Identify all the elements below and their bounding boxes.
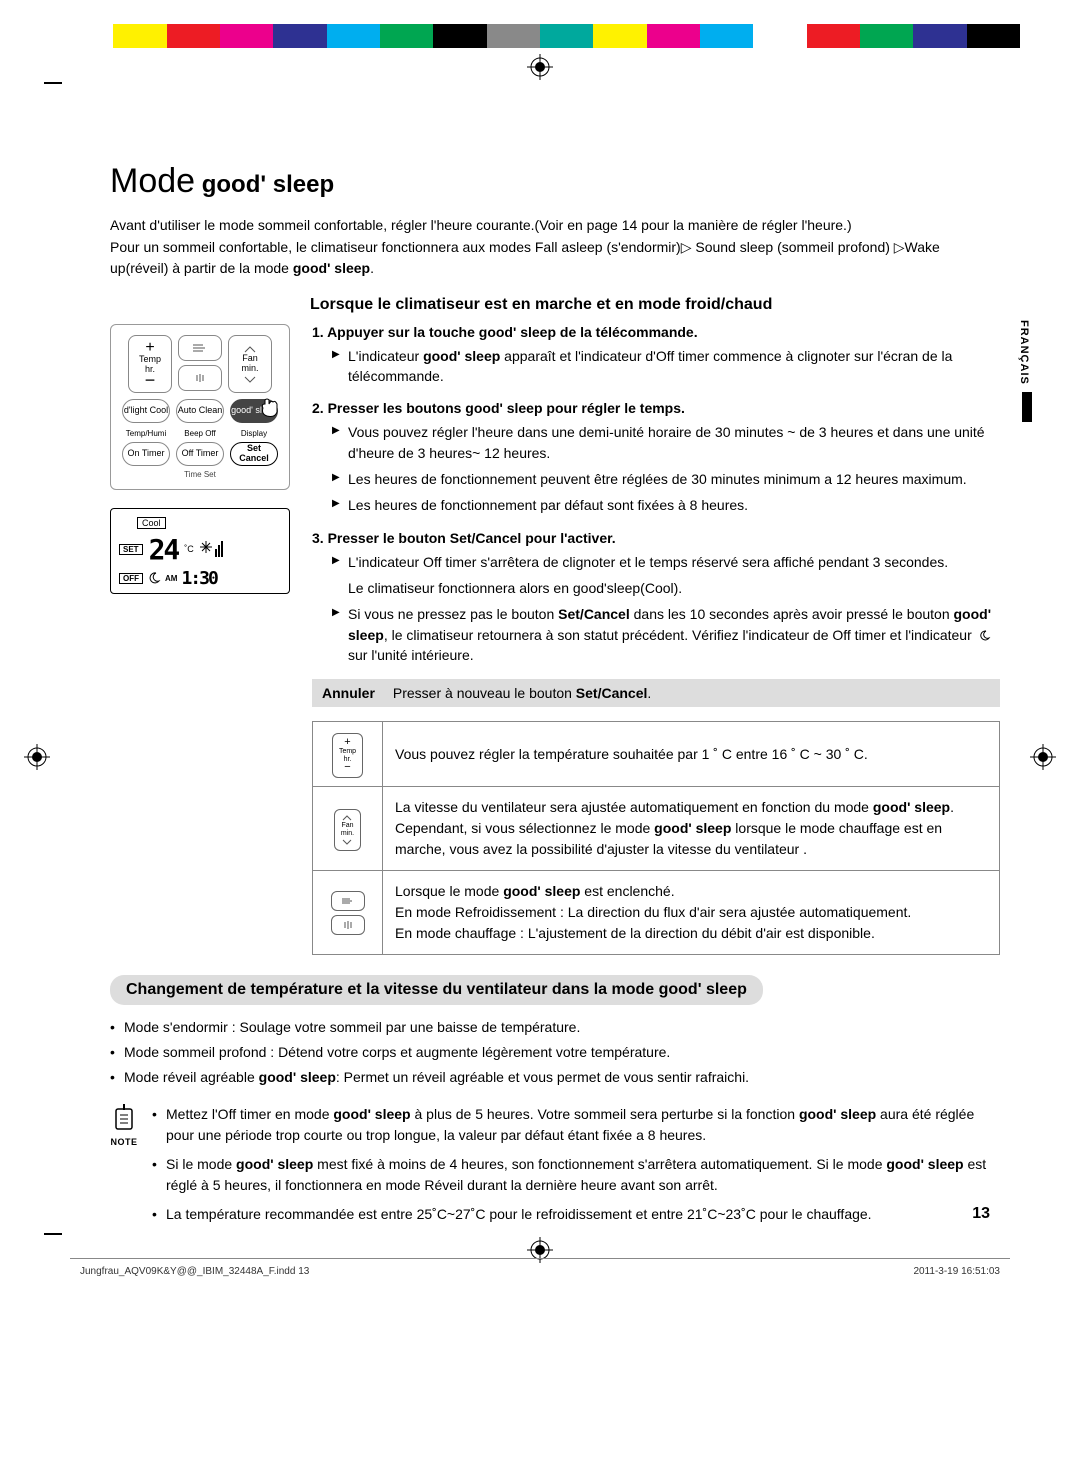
annuler-note: Annuler Presser à nouveau le bouton Set/… bbox=[312, 679, 1000, 707]
language-tab: FRANÇAIS bbox=[1018, 320, 1030, 385]
set-label: SET bbox=[119, 544, 143, 555]
page-title: Mode good' sleep bbox=[110, 162, 1000, 201]
cool-label: Cool bbox=[137, 517, 166, 529]
fan-control-icon: Fanmin. bbox=[313, 787, 383, 871]
title-prefix: Mode bbox=[110, 162, 195, 200]
section-heading: Lorsque le climatiseur est en marche et … bbox=[310, 296, 1000, 314]
instruction-steps: Appuyer sur la touche good' sleep de la … bbox=[312, 324, 1000, 665]
intro-line: Avant d'utiliser le mode sommeil confort… bbox=[110, 215, 1000, 235]
off-label: OFF bbox=[119, 573, 143, 584]
footer-divider bbox=[70, 1258, 1010, 1259]
intro-text: Avant d'utiliser le mode sommeil confort… bbox=[110, 215, 1000, 278]
page-number: 13 bbox=[972, 1205, 990, 1223]
airflow-h-icon bbox=[178, 335, 222, 361]
section-heading-pill: Changement de température et la vitesse … bbox=[110, 975, 763, 1005]
temp-display: 24 bbox=[149, 533, 179, 566]
operations-table: +Temphr.−Vous pouvez régler la températu… bbox=[312, 721, 1000, 955]
snowflake-icon bbox=[200, 539, 224, 559]
title-goodsleep: good' sleep bbox=[195, 171, 334, 198]
mode-descriptions: Mode s'endormir : Soulage votre sommeil … bbox=[110, 1017, 1000, 1088]
remote-control-diagram: + Temp hr. − bbox=[110, 324, 290, 490]
language-tab-marker bbox=[1022, 392, 1032, 422]
off-timer-button-icon: Off Timer bbox=[176, 442, 224, 466]
good-sleep-button-icon: good' sleep bbox=[230, 399, 278, 423]
flow-control-icon bbox=[313, 871, 383, 955]
footer-file: Jungfrau_AQV09K&Y@@_IBIM_32448A_F.indd 1… bbox=[80, 1266, 309, 1277]
remote-display-diagram: Cool SET 24 ˚C OFF AM 1:30 bbox=[110, 508, 290, 594]
temp-button-icon: + Temp hr. − bbox=[128, 335, 172, 393]
on-timer-button-icon: On Timer bbox=[122, 442, 170, 466]
intro-line: Pour un sommeil confortable, le climatis… bbox=[110, 237, 1000, 278]
note-block: NOTE Mettez l'Off timer en mode good' sl… bbox=[110, 1104, 1000, 1233]
set-cancel-button-icon: Set Cancel bbox=[230, 442, 278, 466]
footer-timestamp: 2011-3-19 16:51:03 bbox=[913, 1266, 1000, 1277]
footer: Jungfrau_AQV09K&Y@@_IBIM_32448A_F.indd 1… bbox=[80, 1266, 1000, 1277]
moon-icon bbox=[147, 571, 161, 585]
auto-clean-button-icon: Auto Clean bbox=[176, 399, 224, 423]
print-color-bar bbox=[60, 24, 1020, 48]
fan-button-icon: Fan min. bbox=[228, 335, 272, 393]
airflow-v-icon bbox=[178, 365, 222, 391]
dlight-cool-button-icon: d'light Cool bbox=[122, 399, 170, 423]
note-icon bbox=[110, 1104, 138, 1134]
time-display: 1:30 bbox=[181, 568, 216, 589]
temp-control-icon: +Temphr.− bbox=[313, 722, 383, 787]
